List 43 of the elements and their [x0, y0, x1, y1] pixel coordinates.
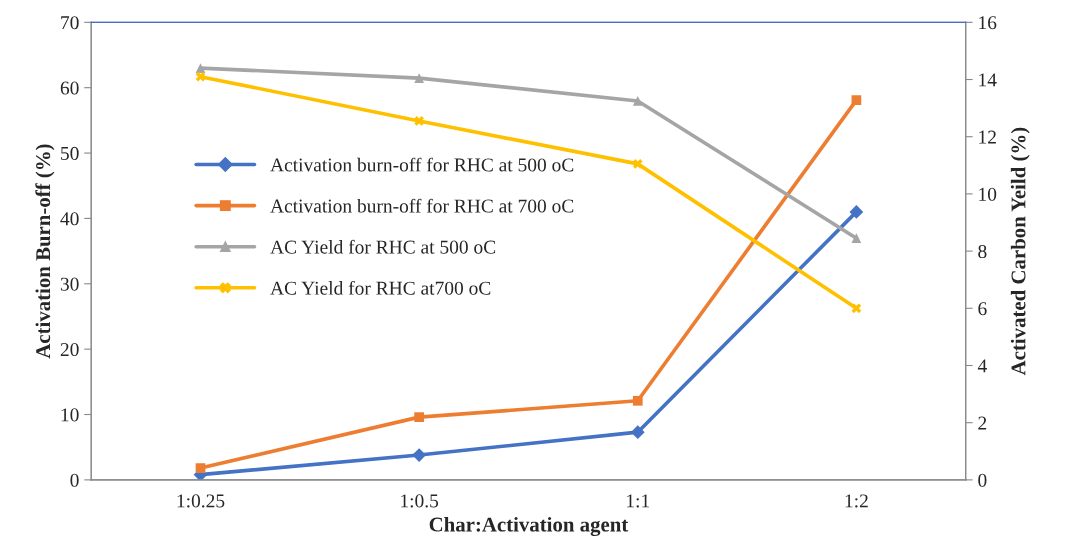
point	[414, 116, 424, 126]
point	[632, 96, 643, 106]
point	[849, 205, 864, 219]
point	[632, 395, 643, 406]
y-tick-label: 40	[60, 212, 79, 226]
y-axis-title: Activation Burn-off (%)	[35, 144, 55, 359]
y2-tick-label: 12	[979, 130, 996, 144]
y-tick-label: 30	[60, 277, 79, 291]
legend-label: AC Yield for RHC at 500 oC	[270, 239, 496, 254]
y2-tick-label: 2	[978, 416, 987, 430]
y2-tick-label: 16	[979, 16, 997, 30]
x-tick-label: 1:0.25	[177, 494, 225, 508]
point	[851, 233, 862, 244]
point	[851, 95, 862, 105]
y-tick-label: 60	[60, 81, 79, 95]
y-tick-label: 0	[70, 473, 79, 487]
y2-tick-label: 4	[977, 359, 987, 373]
point	[630, 425, 645, 440]
x-tick-label: 1:0.5	[401, 494, 439, 508]
y2-tick-label: 0	[978, 473, 987, 487]
point	[412, 448, 427, 462]
point	[632, 159, 643, 169]
legend-label: Activation burn-off for RHC at 700 oC	[270, 198, 574, 213]
x-axis-title: Char:Activation agent	[429, 516, 629, 537]
y2-axis-title: Activated Carbon Yeild (%)	[1010, 127, 1030, 376]
point	[195, 463, 206, 473]
y-tick-label: 70	[61, 16, 79, 30]
y2-tick-label: 8	[978, 244, 987, 259]
legend-label: AC Yield for RHC at700 oC	[270, 280, 491, 295]
y2-tick-label: 10	[979, 187, 997, 201]
point	[414, 412, 424, 422]
point	[195, 71, 206, 82]
point	[851, 303, 862, 314]
y-tick-label: 20	[60, 342, 79, 357]
y-tick-label: 50	[61, 146, 79, 160]
y2-tick-label: 6	[978, 302, 987, 316]
y2-tick-label: 14	[979, 73, 997, 87]
legend-label: Activation burn-off for RHC at 500 oC	[270, 157, 574, 172]
point	[195, 63, 206, 73]
y-tick-label: 10	[61, 408, 79, 422]
x-tick-label: 1:2	[845, 494, 868, 508]
point	[414, 73, 424, 83]
x-tick-label: 1:1	[627, 494, 650, 508]
